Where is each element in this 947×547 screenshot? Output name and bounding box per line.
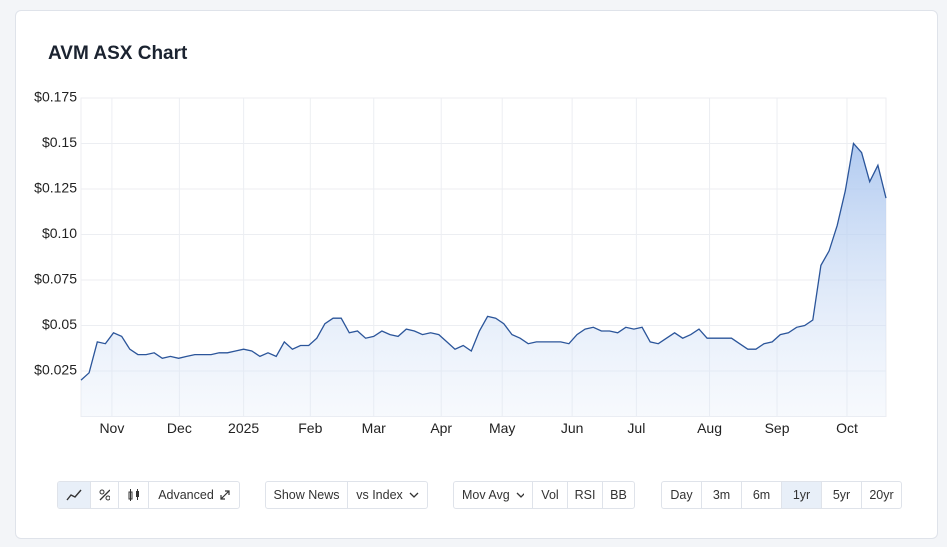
x-tick-label: Mar [362, 420, 386, 436]
range-button[interactable]: 20yr [861, 482, 901, 508]
y-tick-label: $0.125 [34, 180, 77, 196]
x-tick-label: Jun [561, 420, 584, 436]
range-button[interactable]: 5yr [821, 482, 861, 508]
y-tick-label: $0.175 [34, 89, 77, 105]
x-tick-label: Aug [697, 420, 722, 436]
y-tick-label: $0.15 [42, 134, 77, 150]
button-label: Show News [273, 488, 340, 502]
indicator-button[interactable]: Vol [532, 482, 567, 508]
indicator-button[interactable]: BB [602, 482, 634, 508]
index-dropdown[interactable]: vs Index [347, 482, 427, 508]
button-label: 3m [712, 488, 731, 502]
news-button[interactable]: Show News [266, 482, 347, 508]
chart-card: AVM ASX Chart $0.025 $0.05 $0.075 $0.10 $0.1… [15, 10, 938, 539]
moving-average-dropdown[interactable]: Mov Avg [454, 482, 532, 508]
button-label: Mov Avg [462, 488, 510, 502]
y-tick-label: $0.10 [42, 225, 77, 241]
range-button[interactable]: Day [662, 482, 701, 508]
range-button[interactable]: 1yr [781, 482, 821, 508]
button-label: 1yr [792, 488, 811, 502]
button-label: 6m [752, 488, 771, 502]
y-tick-label: $0.075 [34, 271, 77, 287]
x-tick-label: Oct [836, 420, 858, 436]
line-chart-button[interactable] [58, 482, 90, 508]
button-label: Day [670, 488, 693, 502]
range-button[interactable]: 3m [701, 482, 741, 508]
x-tick-label: Sep [765, 420, 790, 436]
button-label: 20yr [869, 488, 894, 502]
chart-style-group: Advanced [57, 481, 240, 509]
candlestick-button[interactable] [118, 482, 148, 508]
indicator-group: Mov Avg Vol RSI BB [453, 481, 635, 509]
indicator-button[interactable]: RSI [567, 482, 602, 508]
percent-button[interactable] [90, 482, 118, 508]
button-label: 5yr [832, 488, 851, 502]
x-tick-label: Jul [627, 420, 645, 436]
y-tick-label: $0.025 [34, 362, 77, 378]
chart: $0.025 $0.05 $0.075 $0.10 $0.125 $0.15 $0.175 N… [34, 89, 887, 436]
x-tick-label: 2025 [228, 420, 259, 436]
advanced-label: Advanced [158, 488, 214, 502]
advanced-button[interactable]: Advanced [148, 482, 239, 508]
area-fill [81, 143, 886, 417]
x-tick-label: Feb [298, 420, 322, 436]
y-tick-label: $0.05 [42, 316, 77, 332]
news-group: Show News vs Index [265, 481, 428, 509]
button-label: vs Index [356, 488, 403, 502]
x-tick-label: Dec [167, 420, 192, 436]
chart-title: AVM ASX Chart [48, 43, 188, 64]
button-label: RSI [574, 488, 596, 502]
button-label: Vol [541, 488, 559, 502]
x-tick-label: Nov [99, 420, 124, 436]
x-tick-label: Apr [430, 420, 452, 436]
button-label: BB [610, 488, 627, 502]
x-tick-label: May [489, 420, 515, 436]
range-group: Day 3m 6m 1yr 5yr 20yr [661, 481, 902, 509]
range-button[interactable]: 6m [741, 482, 781, 508]
price-line [80, 142, 887, 381]
